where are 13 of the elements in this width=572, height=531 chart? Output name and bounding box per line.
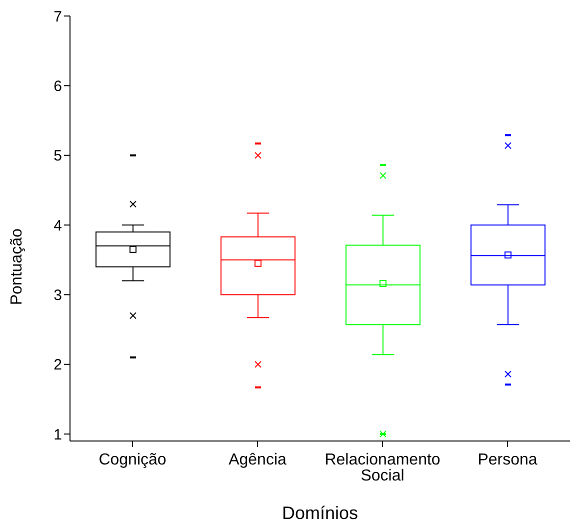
x-axis-title: Domínios — [282, 502, 358, 523]
x-tick-label: Agência — [228, 451, 287, 468]
y-tick-label: 7 — [54, 8, 62, 26]
y-axis-title: Pontuação — [8, 228, 26, 306]
y-tick-label: 3 — [54, 287, 62, 304]
x-tick-label: Cognição — [98, 451, 166, 468]
x-tick-label: Relacionamento Social — [324, 451, 440, 484]
y-tick-label: 6 — [54, 78, 62, 95]
y-tick-label: 1 — [54, 426, 62, 444]
x-tick-label: Persona — [478, 451, 538, 468]
y-tick-label: 4 — [54, 217, 62, 234]
y-tick-label: 2 — [54, 356, 62, 374]
y-tick-label: 5 — [54, 148, 62, 165]
